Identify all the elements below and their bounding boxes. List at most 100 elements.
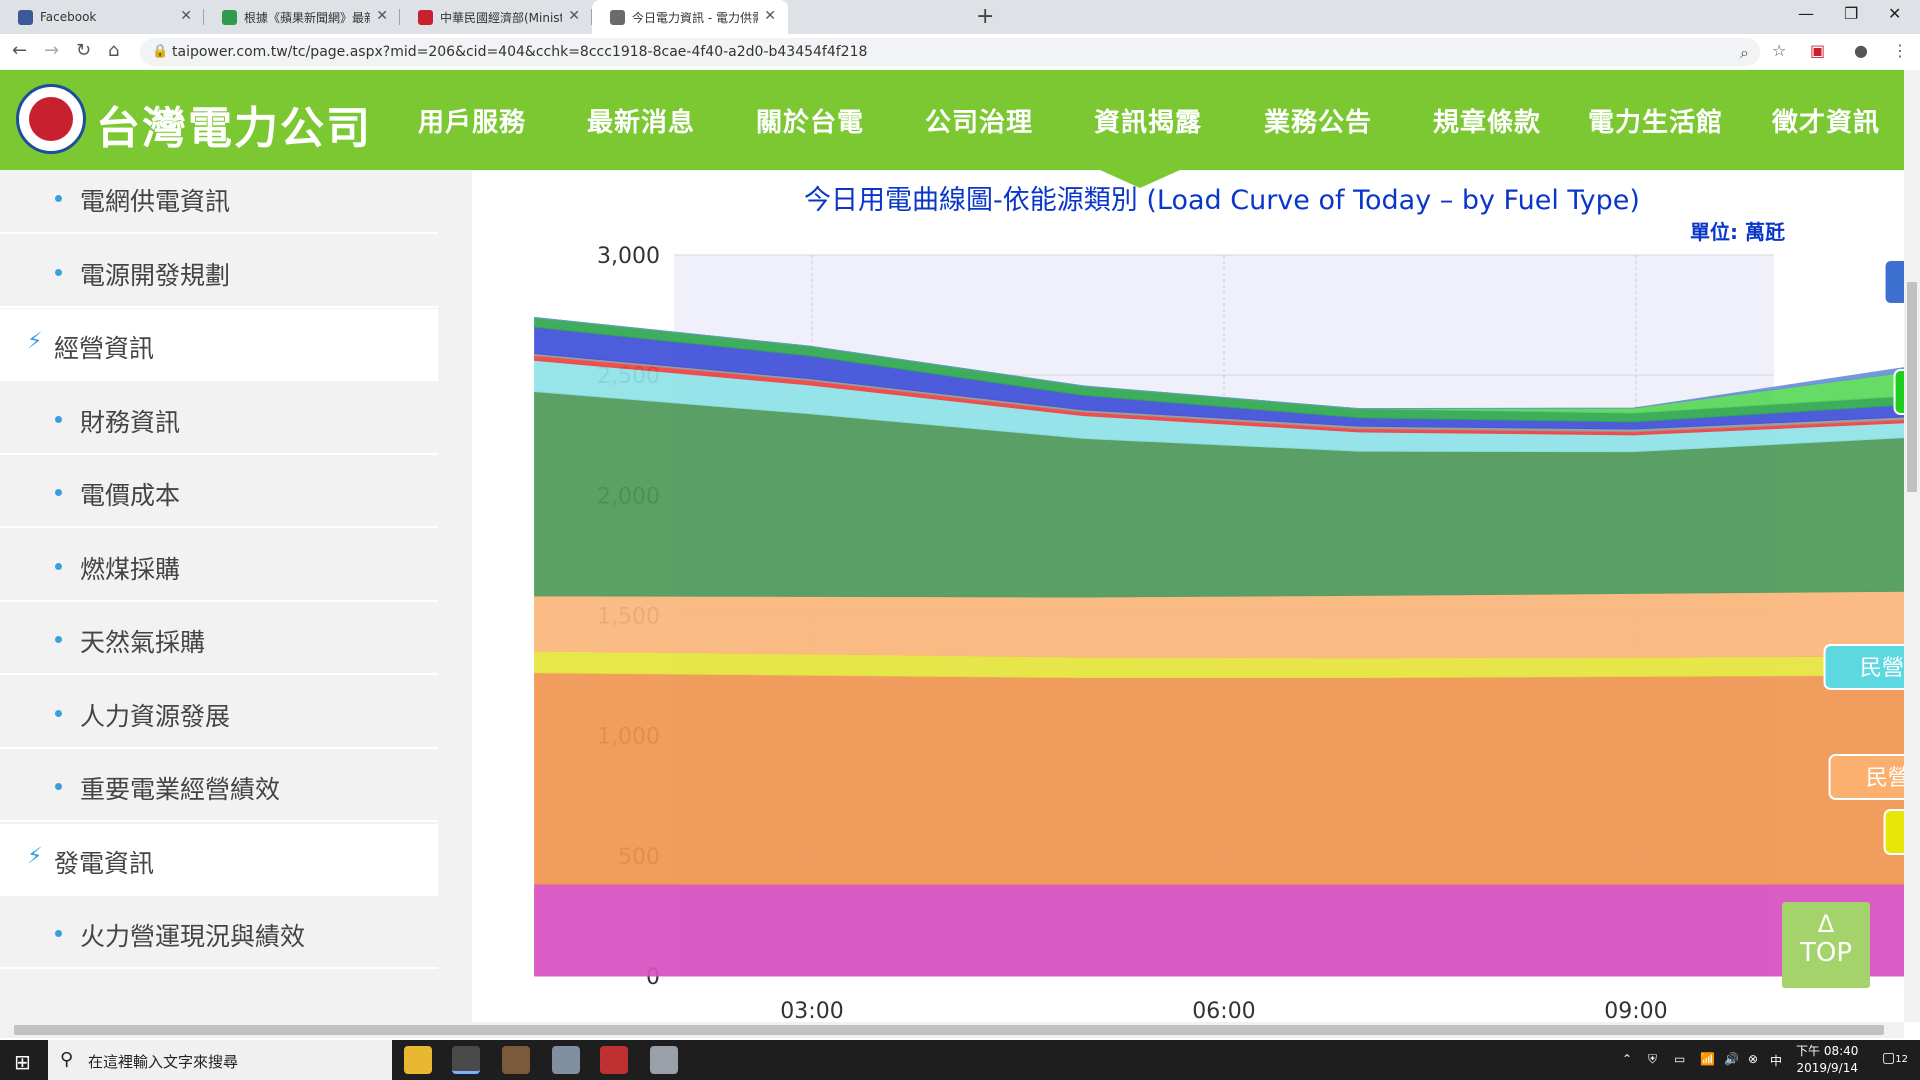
browser-tab[interactable]: 根據《蘋果新聞網》最新民調指... ✕ [204,0,400,34]
extension-icon[interactable]: ▣ [1810,41,1826,60]
sidebar-item[interactable]: 電網供電資訊 [0,170,438,234]
chart-title: 今日用電曲線圖-依能源類別 (Load Curve of Today – by … [804,185,1640,216]
up-arrow-icon: Δ [1817,910,1835,938]
tab-separator [591,9,592,25]
chrome-icon[interactable] [452,1046,480,1074]
x-tick-label: 09:00 [1604,999,1667,1022]
tooltip-box [1883,259,1904,305]
tray-network-icon[interactable]: 📶 [1700,1052,1715,1066]
home-icon[interactable]: ⌂ [108,40,120,61]
sidebar-item-label: 重要電業經營績效 [80,775,281,804]
tray-up-icon[interactable]: ⌃ [1622,1052,1633,1066]
new-tab-button[interactable]: + [976,4,995,29]
sidebar-item-label: 電網供電資訊 [80,187,231,216]
browser-tab[interactable]: 今日電力資訊 - 電力供需資訊 - 並... ✕ [592,0,788,34]
horizontal-scroll-thumb[interactable] [14,1025,1884,1035]
nav-item[interactable]: 徵才資訊 [1772,108,1881,138]
reload-icon[interactable]: ↻ [76,40,92,61]
ministry-icon [418,10,433,25]
sidebar-item-label: 火力營運現況與績效 [80,922,306,951]
sidebar-item[interactable]: 燃煤採購 [0,530,438,602]
back-to-top-button[interactable]: Δ TOP [1782,902,1870,988]
nav-item[interactable]: 關於台電 [756,108,865,138]
bookmark-star-icon[interactable]: ☆ [1772,41,1787,60]
bullet-icon [55,709,62,717]
app-icon-3[interactable] [600,1046,628,1074]
sidebar-section-header[interactable]: ⚡ 經營資訊 [0,309,438,381]
tab-title: 今日電力資訊 - 電力供需資訊 - 並... [632,10,758,25]
nav-item[interactable]: 用戶服務 [418,108,527,138]
nav-item[interactable]: 最新消息 [587,108,696,138]
tab-title: 根據《蘋果新聞網》最新民調指... [244,10,370,25]
horizontal-scrollbar[interactable] [0,1022,1904,1038]
sidebar-item[interactable]: 電源開發規劃 [0,236,438,308]
maximize-button[interactable]: ❐ [1844,4,1859,23]
unit-label: 單位: 萬瓩 [1690,220,1785,244]
sidebar-item[interactable]: 財務資訊 [0,383,438,455]
bullet-icon [55,636,62,643]
app-icon-2[interactable] [552,1046,580,1074]
bullet-icon [55,195,62,202]
bullet-icon [55,930,62,937]
taipower-logo-icon[interactable] [16,84,86,154]
app-icon-4[interactable] [650,1046,678,1074]
taipower-icon [610,10,625,25]
vertical-scrollbar[interactable] [1904,70,1920,1022]
tray-ime-icon[interactable]: 中 [1770,1054,1783,1068]
vertical-scroll-thumb[interactable] [1907,282,1917,492]
bullet-icon [55,268,62,276]
browser-tab[interactable]: Facebook ✕ [0,0,204,34]
back-icon[interactable]: ← [12,40,28,61]
nav-item[interactable]: 公司治理 [925,108,1034,138]
forward-icon[interactable]: → [44,40,60,61]
site-logo-text[interactable]: 台灣電力公司 [96,103,372,154]
nav-item[interactable]: 電力生活館 [1588,108,1724,138]
notification-icon[interactable]: ▢12 [1882,1050,1908,1066]
profile-icon[interactable]: ● [1854,41,1868,60]
tooltip-label: 民營電廠-燃煤: 276 萬瓩 ( 9.960%) [1866,766,1904,791]
search-icon: ⚲ [60,1049,74,1070]
taskbar-search-placeholder: 在這裡輸入文字來搜尋 [88,1053,239,1071]
tray-close-icon[interactable]: ⊗ [1748,1052,1759,1066]
zoom-icon[interactable]: ⌕ [1740,43,1749,62]
sidebar-item[interactable]: 人力資源發展 [0,677,438,749]
x-tick-label: 03:00 [780,999,843,1022]
lightning-icon: ⚡ [27,329,43,354]
close-window-button[interactable]: ✕ [1888,4,1902,23]
sidebar-item-label: 天然氣採購 [80,628,206,657]
tray-volume-icon[interactable]: 🔊 [1724,1052,1739,1066]
sidebar-item-label: 經營資訊 [54,334,155,363]
close-tab-icon[interactable]: ✕ [568,8,580,24]
taskbar-clock[interactable]: 下午 08:40 2019/9/14 [1796,1043,1858,1077]
close-tab-icon[interactable]: ✕ [180,8,192,24]
load-curve-chart[interactable]: 05001,0001,5002,0002,5003,00003:0006:000… [472,230,1904,1022]
minimize-button[interactable]: — [1798,4,1814,23]
url-field[interactable]: 🔒 taipower.com.tw/tc/page.aspx?mid=206&c… [140,38,1760,66]
nav-item[interactable]: 規章條款 [1433,108,1542,138]
url-text[interactable]: taipower.com.tw/tc/page.aspx?mid=206&cid… [172,44,868,60]
sidebar-item-label: 財務資訊 [80,407,181,437]
menu-icon[interactable]: ⋮ [1892,41,1908,60]
sidebar-item[interactable]: 火力營運現況與績效 [0,897,438,969]
app-icon-1[interactable] [502,1046,530,1074]
windows-start-icon[interactable]: ⊞ [14,1050,31,1074]
file-explorer-icon[interactable] [404,1046,432,1074]
tray-security-icon[interactable]: ⛨ [1648,1052,1658,1066]
sidebar-item[interactable]: 重要電業經營績效 [0,750,438,822]
bullet-icon [55,562,62,570]
sidebar-gap [438,170,472,1022]
sidebar: 電網供電資訊電源開發規劃 ⚡ 經營資訊財務資訊電價成本 燃煤採購天然氣採購人力資源發展… [0,170,438,1022]
taskbar-search-box[interactable]: ⚲ 在這裡輸入文字來搜尋 [48,1040,392,1080]
sidebar-item[interactable]: 天然氣採購 [0,603,438,675]
sidebar-item[interactable]: 電價成本 [0,456,438,528]
close-tab-icon[interactable]: ✕ [376,8,388,24]
news-icon [222,10,237,25]
browser-tab[interactable]: 中華民國經濟部(Ministry of Eco... ✕ [400,0,592,34]
tray-battery-icon[interactable]: ▭ [1674,1052,1686,1066]
bullet-icon [55,415,62,423]
close-tab-icon[interactable]: ✕ [764,8,776,24]
sidebar-section-header[interactable]: ⚡ 發電資訊 [0,823,438,896]
nav-item[interactable]: 業務公告 [1264,108,1373,138]
nav-active-pointer [1100,170,1180,188]
nav-item[interactable]: 資訊揭露 [1094,108,1203,138]
